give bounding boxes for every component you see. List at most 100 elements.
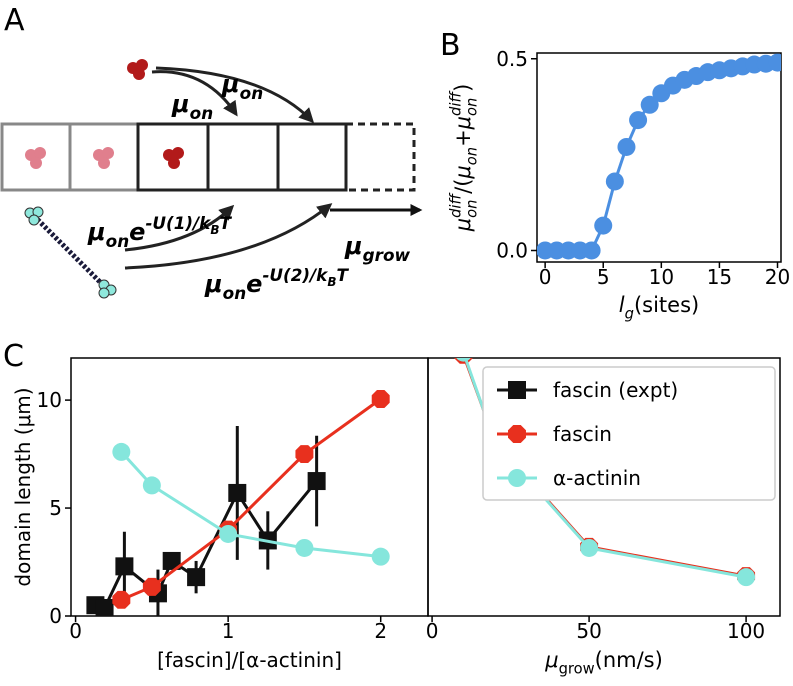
label-part: μ xyxy=(344,232,363,260)
marker xyxy=(508,381,526,399)
label-part: (nm/s) xyxy=(595,648,663,672)
marker xyxy=(307,472,326,491)
panel-label: C xyxy=(3,339,24,374)
label-part: -U(2)/k xyxy=(262,265,329,285)
label-part: g xyxy=(625,305,634,322)
marker xyxy=(508,425,526,443)
panel-label: A xyxy=(4,3,25,38)
label-part: on xyxy=(223,283,246,303)
arrows xyxy=(124,66,423,270)
marker xyxy=(456,358,471,362)
label: μ grow xyxy=(344,232,410,265)
site-box-dashed xyxy=(344,122,416,192)
legend-label: fascin (expt) xyxy=(553,378,678,402)
label-part: diff xyxy=(448,91,465,116)
label: μ on e -U(1)/k B T xyxy=(87,213,233,251)
marker xyxy=(594,216,613,235)
marker xyxy=(737,568,756,587)
x-tick-label: 5 xyxy=(597,265,610,289)
label-part: + xyxy=(451,129,475,147)
label: μ on xyxy=(171,90,213,123)
label: μ grow (nm/s) xyxy=(544,648,663,677)
label-part: μ xyxy=(544,648,558,672)
x-tick-label: 15 xyxy=(707,265,732,289)
alpha-actinin-icon xyxy=(24,206,117,299)
label-part: μ xyxy=(451,218,475,232)
x-tick-label: 100 xyxy=(727,619,765,643)
marker xyxy=(112,590,131,609)
site-box xyxy=(276,122,348,192)
x-tick-label: 0 xyxy=(69,619,82,643)
label-part: on xyxy=(190,103,213,123)
plot-area xyxy=(537,53,781,260)
marker xyxy=(582,241,601,260)
y-tick-label: 10 xyxy=(37,388,62,412)
x-tick-label: 0 xyxy=(426,619,439,643)
marker xyxy=(580,538,599,557)
label-part: T xyxy=(337,265,350,285)
x-tick-label: 20 xyxy=(765,265,790,289)
legend-label: α-actinin xyxy=(553,466,641,490)
label: μ on xyxy=(221,70,263,103)
x-tick-label: 0 xyxy=(539,265,552,289)
diagram xyxy=(0,59,423,299)
x-tick-label: 1 xyxy=(222,619,235,643)
marker xyxy=(187,568,206,587)
axes-frame xyxy=(536,52,782,263)
marker xyxy=(95,599,114,616)
plot-area xyxy=(454,358,756,587)
marker xyxy=(605,172,624,191)
y-tick-label: 0 xyxy=(49,604,62,628)
label-part: on xyxy=(463,147,480,165)
x-tick-label: 2 xyxy=(374,619,387,643)
marker xyxy=(295,445,314,464)
label-part: μ xyxy=(204,270,223,298)
label-part: on xyxy=(463,200,480,218)
diagram-labels: μ onμ onμ on e -U(1)/k B Tμ on e -U(2)/k B Tμ grow xyxy=(87,70,410,303)
marker xyxy=(617,137,636,156)
label-part: μ xyxy=(171,90,190,118)
marker xyxy=(162,551,181,570)
label-part: e xyxy=(129,218,145,246)
x-axis-label: [fascin]/[α-actinin] xyxy=(157,648,342,672)
y-tick-label: 5 xyxy=(49,496,62,520)
marker xyxy=(228,483,247,502)
label-part: /( xyxy=(451,179,475,194)
legend: fascin (expt) fascin α-actinin xyxy=(482,366,776,501)
label-part: B xyxy=(327,275,336,289)
label-part: l xyxy=(619,293,625,317)
legend-label: fascin xyxy=(553,422,612,446)
label: μ on e -U(2)/k B T xyxy=(204,265,350,303)
label-part: on xyxy=(463,98,480,116)
label-part: diff xyxy=(448,192,465,217)
label-part: μ xyxy=(451,165,475,179)
axes: 0 50 100 μ grow (nm/s) xyxy=(426,357,781,677)
plot-area xyxy=(86,390,390,616)
label-part: T xyxy=(220,213,233,233)
label-part: ) xyxy=(451,84,475,92)
x-tick-label: 50 xyxy=(576,619,601,643)
label-part: μ xyxy=(451,116,475,130)
marker xyxy=(508,469,526,487)
bound-fascin xyxy=(163,147,184,169)
label-part: grow xyxy=(363,245,411,265)
marker xyxy=(142,577,161,596)
marker xyxy=(371,547,390,566)
legend-frame xyxy=(482,366,776,501)
y-tick-label: 0.5 xyxy=(496,47,528,71)
label-part: on xyxy=(240,83,263,103)
bound-fascin xyxy=(93,147,114,169)
site-box xyxy=(206,122,280,192)
label-part: on xyxy=(106,231,129,251)
marker xyxy=(115,557,134,576)
y-axis-label: domain length (μm) xyxy=(11,387,35,586)
marker xyxy=(295,538,314,557)
label-part: B xyxy=(210,223,219,237)
free-fascin xyxy=(127,59,148,80)
marker xyxy=(768,53,781,72)
series-line xyxy=(120,450,381,559)
